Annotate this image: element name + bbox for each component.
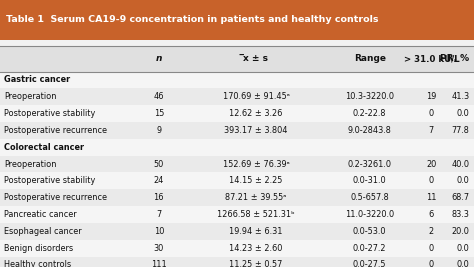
Bar [0,46,474,72]
Bar [0,139,474,156]
Text: Colorectal cancer: Colorectal cancer [4,143,84,152]
Bar [0,156,474,172]
Text: Gastric cancer: Gastric cancer [4,76,70,84]
Bar [0,0,474,40]
Text: 68.7: 68.7 [451,193,469,202]
Text: 15: 15 [154,109,164,118]
Text: 46: 46 [154,92,164,101]
Text: 111: 111 [151,261,167,267]
Text: 41.3: 41.3 [451,92,469,101]
Text: 9.0-2843.8: 9.0-2843.8 [348,126,392,135]
Text: 14.15 ± 2.25: 14.15 ± 2.25 [229,176,283,185]
Text: 1266.58 ± 521.31ᵇ: 1266.58 ± 521.31ᵇ [217,210,295,219]
Text: Postoperative recurrence: Postoperative recurrence [4,193,107,202]
Text: 170.69 ± 91.45ᵃ: 170.69 ± 91.45ᵃ [222,92,290,101]
Text: 24: 24 [154,176,164,185]
Text: PR, %: PR, % [440,54,469,63]
Text: 0.0: 0.0 [456,244,469,253]
Text: 11.25 ± 0.57: 11.25 ± 0.57 [229,261,283,267]
Text: 0: 0 [429,244,434,253]
Text: 0.0-27.2: 0.0-27.2 [353,244,386,253]
Text: 11: 11 [426,193,437,202]
Bar [0,240,474,257]
Text: 0.0: 0.0 [456,109,469,118]
Text: 0.0: 0.0 [456,176,469,185]
Text: 0: 0 [429,261,434,267]
Text: 152.69 ± 76.39ᵃ: 152.69 ± 76.39ᵃ [223,160,289,168]
Bar [0,257,474,267]
Text: 9: 9 [156,126,161,135]
Text: n: n [155,54,162,63]
Text: 0: 0 [429,109,434,118]
Bar [0,105,474,122]
Bar [0,72,474,88]
Text: 20: 20 [426,160,437,168]
Text: Postoperative recurrence: Postoperative recurrence [4,126,107,135]
Text: Preoperation: Preoperation [4,92,56,101]
Text: 14.23 ± 2.60: 14.23 ± 2.60 [229,244,283,253]
Text: ̅x ± s: ̅x ± s [244,54,268,63]
Text: 16: 16 [154,193,164,202]
Bar [0,122,474,139]
Text: 0.0-27.5: 0.0-27.5 [353,261,386,267]
Text: 0.0-53.0: 0.0-53.0 [353,227,386,236]
Bar [0,206,474,223]
Text: > 31.0 kU/L: > 31.0 kU/L [403,54,459,63]
Text: 19: 19 [426,92,437,101]
Bar [0,189,474,206]
Text: 0.0-31.0: 0.0-31.0 [353,176,386,185]
Text: 10: 10 [154,227,164,236]
Text: 0.2-3261.0: 0.2-3261.0 [348,160,392,168]
Text: 6: 6 [428,210,434,219]
Bar [0,88,474,105]
Text: 12.62 ± 3.26: 12.62 ± 3.26 [229,109,283,118]
Text: 2: 2 [429,227,434,236]
Text: Pancreatic cancer: Pancreatic cancer [4,210,76,219]
Text: 10.3-3220.0: 10.3-3220.0 [345,92,394,101]
Text: Range: Range [354,54,386,63]
Text: Table 1  Serum CA19-9 concentration in patients and healthy controls: Table 1 Serum CA19-9 concentration in pa… [6,15,378,24]
Text: Postoperative stability: Postoperative stability [4,109,95,118]
Text: 40.0: 40.0 [451,160,469,168]
Text: Preoperation: Preoperation [4,160,56,168]
Text: 393.17 ± 3.804: 393.17 ± 3.804 [224,126,288,135]
Text: 50: 50 [154,160,164,168]
Text: Postoperative stability: Postoperative stability [4,176,95,185]
Text: 0.0: 0.0 [456,261,469,267]
Text: 83.3: 83.3 [451,210,469,219]
Text: 30: 30 [154,244,164,253]
Bar [0,172,474,189]
Text: Benign disorders: Benign disorders [4,244,73,253]
Text: 7: 7 [156,210,161,219]
Text: 0: 0 [429,176,434,185]
Text: 11.0-3220.0: 11.0-3220.0 [345,210,394,219]
Text: 77.8: 77.8 [451,126,469,135]
Text: 7: 7 [429,126,434,135]
Text: 19.94 ± 6.31: 19.94 ± 6.31 [229,227,283,236]
Text: 0.2-22.8: 0.2-22.8 [353,109,386,118]
Text: 87.21 ± 39.55ᵃ: 87.21 ± 39.55ᵃ [225,193,287,202]
Text: Healthy controls: Healthy controls [4,261,71,267]
Bar [0,223,474,240]
Text: 0.5-657.8: 0.5-657.8 [350,193,389,202]
Text: 20.0: 20.0 [451,227,469,236]
Text: Esophageal cancer: Esophageal cancer [4,227,82,236]
